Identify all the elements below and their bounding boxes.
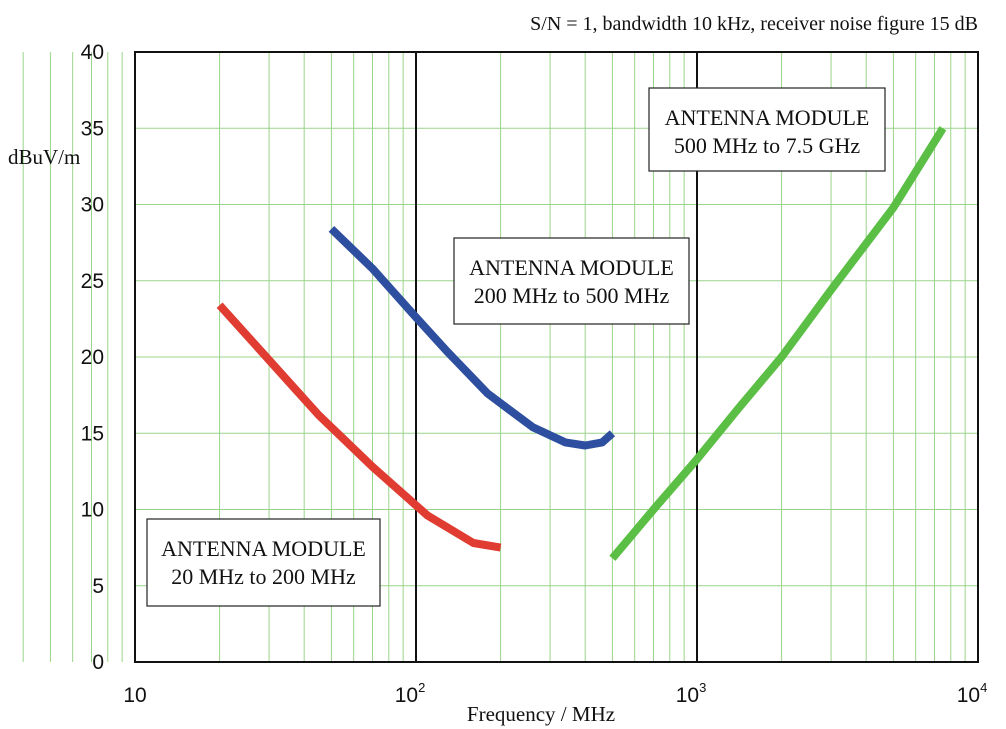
annotation-box (146, 518, 381, 607)
y-tick-label: 10 (81, 499, 104, 522)
series-line-1 (216, 302, 502, 552)
annotation-text: 200 MHz to 500 MHz (474, 283, 670, 308)
x-tick-label: 10 (123, 684, 146, 707)
annotation-text: 20 MHz to 200 MHz (171, 564, 356, 589)
annotation-box (453, 237, 690, 325)
annotation-boxes: ANTENNA MODULE 20 MHz to 200 MHz ANTENNA M… (146, 87, 886, 607)
series-line-2 (328, 226, 616, 450)
plot-frame (134, 51, 979, 663)
x-tick-label: 102 (395, 680, 426, 707)
series-line-3 (609, 126, 947, 561)
y-tick-label: 25 (81, 270, 104, 293)
y-tick-label: 30 (81, 194, 104, 217)
x-tick-label: 103 (676, 680, 707, 707)
x-axis-label: Frequency / MHz (467, 702, 615, 726)
y-tick-label: 40 (81, 41, 104, 64)
plot-area-border (134, 51, 979, 663)
y-tick-label: 15 (81, 422, 104, 445)
y-tick-label: 5 (92, 575, 104, 598)
annotation-text: ANTENNA MODULE (161, 536, 366, 561)
annotation-text: ANTENNA MODULE (665, 105, 870, 130)
y-tick-label: 0 (92, 651, 104, 674)
annotation-text: 500 MHz to 7.5 GHz (674, 133, 861, 158)
annotation-text: ANTENNA MODULE (469, 255, 674, 280)
y-tick-label: 20 (81, 346, 104, 369)
y-tick-labels: 0 5 10 15 20 25 30 35 40 (81, 41, 104, 674)
y-axis-label: dBuV/m (8, 145, 80, 169)
annotation-box (648, 87, 886, 172)
data-series (216, 126, 947, 561)
x-tick-label: 104 (957, 680, 988, 707)
x-tick-labels: 10 102 103 104 (123, 680, 987, 707)
chart-subtitle: S/N = 1, bandwidth 10 kHz, receiver nois… (530, 13, 978, 35)
y-tick-label: 35 (81, 117, 104, 140)
